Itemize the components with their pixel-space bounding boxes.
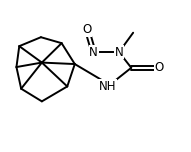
Text: O: O — [82, 23, 92, 36]
Text: NH: NH — [99, 80, 117, 93]
Text: O: O — [155, 61, 164, 74]
Text: N: N — [89, 46, 98, 59]
Text: N: N — [115, 46, 123, 59]
